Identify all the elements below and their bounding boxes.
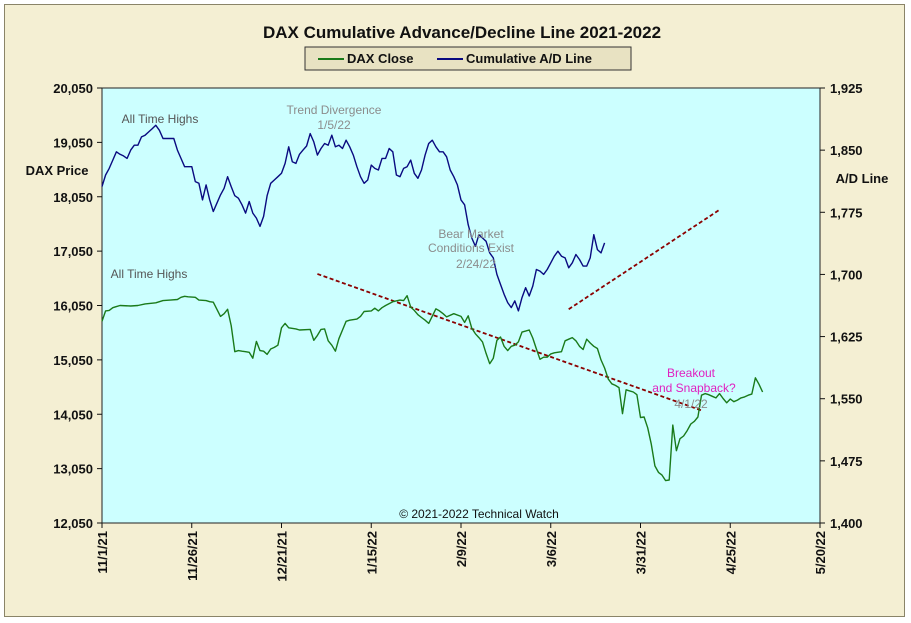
copyright: © 2021-2022 Technical Watch: [399, 507, 559, 521]
annotation-all-time-highs-ad: All Time Highs: [122, 112, 199, 126]
y-right-tick-label: 1,700: [830, 267, 863, 282]
y-left-tick-label: 18,050: [53, 190, 93, 205]
annotation-bear-market-1: Bear Market: [438, 227, 504, 241]
y-left-tick-label: 12,050: [53, 516, 93, 531]
annotation-bear-market-2: Conditions Exist: [428, 241, 515, 255]
x-tick-label: 4/25/22: [723, 531, 738, 574]
y-left-tick-label: 14,050: [53, 407, 93, 422]
x-tick-label: 3/6/22: [544, 531, 559, 567]
plot-area: [101, 87, 821, 524]
legend-box: [304, 46, 632, 71]
y-right-tick-label: 1,775: [830, 205, 863, 220]
axis-ticks: 12,050 13,050 14,050 15,050 16,050 17,050 18,0…: [53, 81, 862, 582]
y-left-tick-label: 13,050: [53, 462, 93, 477]
x-tick-label: 2/9/22: [454, 531, 469, 567]
y-right-tick-label: 1,925: [830, 81, 863, 96]
x-tick-label: 11/26/21: [185, 531, 200, 581]
y-left-tick-label: 20,050: [53, 81, 93, 96]
y-right-tick-label: 1,400: [830, 516, 863, 531]
series-line-ad-line: [101, 124, 606, 312]
legend: DAX Close Cumulative A/D Line: [304, 46, 632, 71]
y-right-tick-label: 1,625: [830, 330, 863, 345]
y-left-tick-label: 19,050: [53, 135, 93, 150]
annotation-breakout-date: 4/1/22: [674, 397, 708, 411]
trendline-ad-uptrend: [568, 209, 720, 310]
y-right-tick-label: 1,550: [830, 392, 863, 407]
annotation-breakout-1: Breakout: [667, 366, 716, 380]
y-left-tick-label: 17,050: [53, 244, 93, 259]
annotation-trend-divergence: Trend Divergence: [287, 103, 382, 117]
x-tick-label: 3/31/22: [634, 531, 649, 574]
x-tick-label: 5/20/22: [813, 531, 828, 574]
legend-label-dax: DAX Close: [347, 51, 413, 66]
chart-title: DAX Cumulative Advance/Decline Line 2021…: [263, 23, 661, 42]
series-line-dax-close: [101, 295, 764, 482]
x-tick-label: 12/21/21: [275, 531, 290, 582]
y-right-axis-label: A/D Line: [836, 171, 889, 186]
y-right-tick-label: 1,475: [830, 454, 863, 469]
annotation-bear-market-date: 2/24/22: [456, 257, 496, 271]
y-left-tick-label: 15,050: [53, 353, 93, 368]
series-layer: [101, 124, 764, 482]
y-left-tick-label: 16,050: [53, 299, 93, 314]
trendline-dax-downtrend: [317, 273, 702, 412]
y-right-tick-label: 1,850: [830, 143, 863, 158]
annotation-breakout-2: and Snapback?: [652, 381, 736, 395]
x-tick-label: 1/15/22: [364, 531, 379, 574]
y-left-axis-label: DAX Price: [26, 163, 89, 178]
annotation-all-time-highs-dax: All Time Highs: [111, 267, 188, 281]
x-tick-label: 11/1/21: [95, 531, 110, 574]
legend-label-ad: Cumulative A/D Line: [466, 51, 592, 66]
annotation-trend-divergence-date: 1/5/22: [317, 118, 351, 132]
